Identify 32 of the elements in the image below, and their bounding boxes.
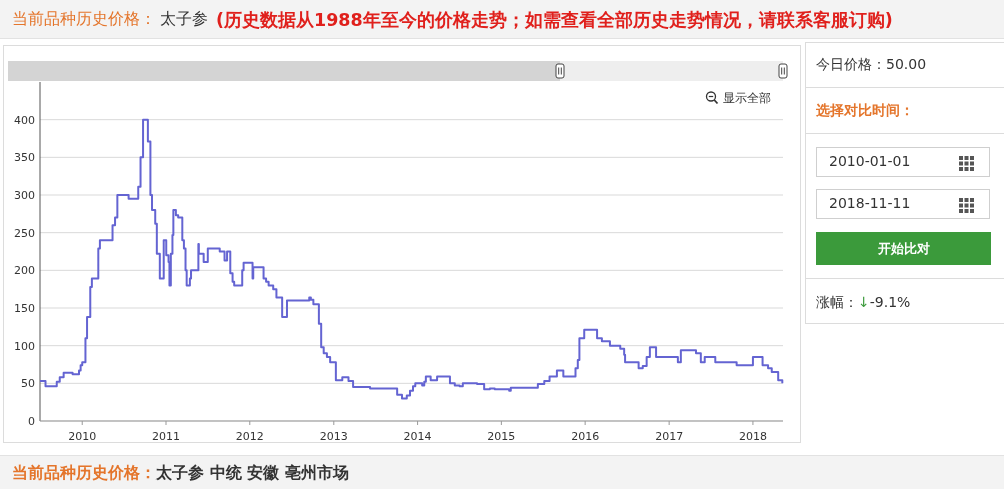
x-tick-label: 2011 [152,430,181,443]
text: 当前品种历史价格： [12,463,156,484]
text: (历史数据从1988年至今的价格走势；如需查看全部历史走势情况，请联系客服订购) [216,9,893,32]
y-tick-label: 150 [14,301,35,315]
y-tick-label: 300 [14,188,35,202]
x-tick-label: 2014 [403,430,432,443]
text: 选择对比时间： [816,102,914,120]
x-tick-label: 2013 [319,430,348,443]
compare-button: 开始比对 [816,232,991,265]
y-tick-label: 250 [14,226,35,240]
date-field: 2010-01-01 [816,147,990,177]
text: 太子参 中统 安徽 亳州市场 [156,463,349,484]
y-tick-label: 400 [14,113,35,127]
x-tick-label: 2015 [487,430,516,443]
text: 太子参 [160,9,208,30]
x-tick-label: 2018 [738,430,767,443]
text: 今日价格：50.00 [816,56,927,74]
date-field: 2018-11-11 [816,189,990,219]
text: ↓ [858,294,870,310]
y-tick-label: 350 [14,151,35,165]
annotation: 显示全部 [723,91,771,106]
x-tick-label: 2010 [68,430,97,443]
text: 当前品种历史价格： [12,9,156,30]
text: -9.1% [869,294,911,310]
text: 涨幅： [816,294,858,310]
y-tick-label: 0 [28,414,35,428]
y-tick-label: 50 [21,377,35,391]
y-tick-label: 200 [14,264,35,278]
y-tick-label: 100 [14,339,35,353]
x-tick-label: 2017 [655,430,684,443]
x-tick-label: 2012 [235,430,264,443]
x-tick-label: 2016 [571,430,600,443]
